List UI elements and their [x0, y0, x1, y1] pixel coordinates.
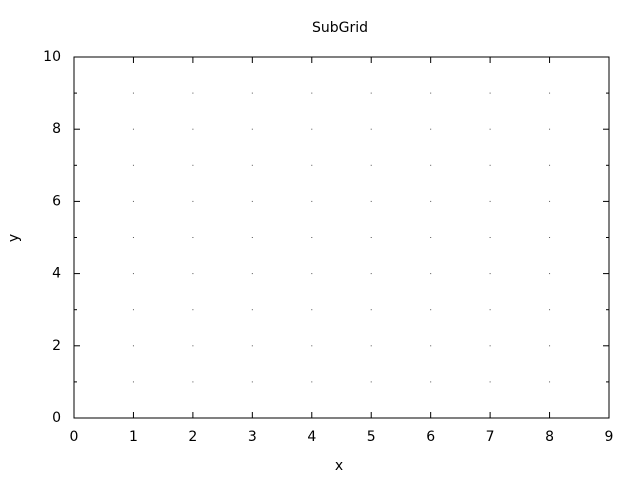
- grid-dot: [251, 237, 253, 238]
- grid-dot: [192, 273, 194, 275]
- y-tick-label: 6: [52, 193, 61, 209]
- grid-dot: [132, 309, 134, 311]
- grid-dot: [192, 237, 194, 238]
- x-tick-label: 0: [70, 429, 79, 445]
- grid-dot: [132, 200, 134, 202]
- x-tick-label: 1: [129, 429, 138, 445]
- grid-dot: [430, 128, 432, 130]
- y-tick-label: 4: [52, 266, 61, 282]
- grid-dot: [192, 128, 194, 130]
- grid-dot: [251, 164, 253, 166]
- grid-dot: [489, 237, 491, 238]
- grid-dot: [489, 309, 491, 311]
- grid-dot: [489, 345, 491, 347]
- grid-dot: [192, 92, 194, 94]
- grid-dot: [311, 92, 313, 94]
- grid-dot: [251, 309, 253, 311]
- grid-dot: [132, 345, 134, 347]
- grid-dot: [370, 92, 372, 94]
- grid-dot: [430, 164, 432, 166]
- grid-dot: [132, 164, 134, 166]
- grid-dot: [549, 92, 551, 94]
- y-tick-label: 10: [43, 49, 61, 65]
- y-axis-label: y: [6, 234, 22, 242]
- grid-dot: [370, 273, 372, 275]
- grid-dot: [430, 309, 432, 311]
- grid-dot: [370, 309, 372, 311]
- grid-dot: [370, 164, 372, 166]
- y-tick-label: 2: [52, 338, 61, 354]
- grid-dot: [370, 200, 372, 202]
- grid-dot: [549, 345, 551, 347]
- grid-dot: [132, 128, 134, 130]
- grid-dot: [311, 128, 313, 130]
- grid-dot: [311, 381, 313, 383]
- grid-dot: [311, 200, 313, 202]
- chart-title: SubGrid: [312, 20, 368, 36]
- grid-dot: [251, 128, 253, 130]
- grid-dot: [251, 273, 253, 275]
- x-tick-label: 9: [605, 429, 614, 445]
- grid-dot: [192, 381, 194, 383]
- grid-dot: [370, 237, 372, 238]
- grid-dot: [192, 164, 194, 166]
- x-tick-label: 6: [426, 429, 435, 445]
- grid-dot: [132, 381, 134, 383]
- grid-dot: [311, 164, 313, 166]
- grid-dot: [549, 164, 551, 166]
- grid-dot: [430, 345, 432, 347]
- grid-dot: [251, 345, 253, 347]
- grid-dot: [251, 200, 253, 202]
- grid-dot: [192, 309, 194, 311]
- grid-dot: [370, 345, 372, 347]
- grid-dot: [311, 273, 313, 275]
- grid-dot: [370, 381, 372, 383]
- x-axis-label: x: [335, 458, 343, 474]
- grid-dot: [430, 200, 432, 202]
- grid-dot: [489, 92, 491, 94]
- x-tick-label: 2: [188, 429, 197, 445]
- grid-dot: [430, 237, 432, 238]
- grid-dot: [549, 381, 551, 383]
- grid-dot: [192, 345, 194, 347]
- grid-dot: [132, 273, 134, 275]
- grid-dot: [430, 381, 432, 383]
- x-tick-label: 5: [367, 429, 376, 445]
- grid-dot: [251, 381, 253, 383]
- grid-dot: [489, 273, 491, 275]
- grid-dot: [549, 128, 551, 130]
- x-tick-label: 3: [248, 429, 257, 445]
- grid-dot: [132, 92, 134, 94]
- grid-dot: [549, 309, 551, 311]
- grid-dot: [549, 200, 551, 202]
- x-tick-label: 8: [545, 429, 554, 445]
- grid-dot: [489, 200, 491, 202]
- grid-dot: [489, 128, 491, 130]
- grid-dot: [192, 200, 194, 202]
- grid-dot: [489, 381, 491, 383]
- grid-dot: [251, 92, 253, 94]
- y-tick-label: 8: [52, 121, 61, 137]
- grid-dot: [311, 309, 313, 311]
- grid-dot: [489, 164, 491, 166]
- y-tick-label: 0: [52, 410, 61, 426]
- x-tick-label: 7: [486, 429, 495, 445]
- grid-dot: [430, 273, 432, 275]
- grid-dot: [549, 273, 551, 275]
- grid-dot: [132, 237, 134, 238]
- grid-dot: [430, 92, 432, 94]
- grid-dot: [311, 237, 313, 238]
- x-tick-label: 4: [307, 429, 316, 445]
- grid-dot: [370, 128, 372, 130]
- grid-dot: [549, 237, 551, 238]
- grid-dot: [311, 345, 313, 347]
